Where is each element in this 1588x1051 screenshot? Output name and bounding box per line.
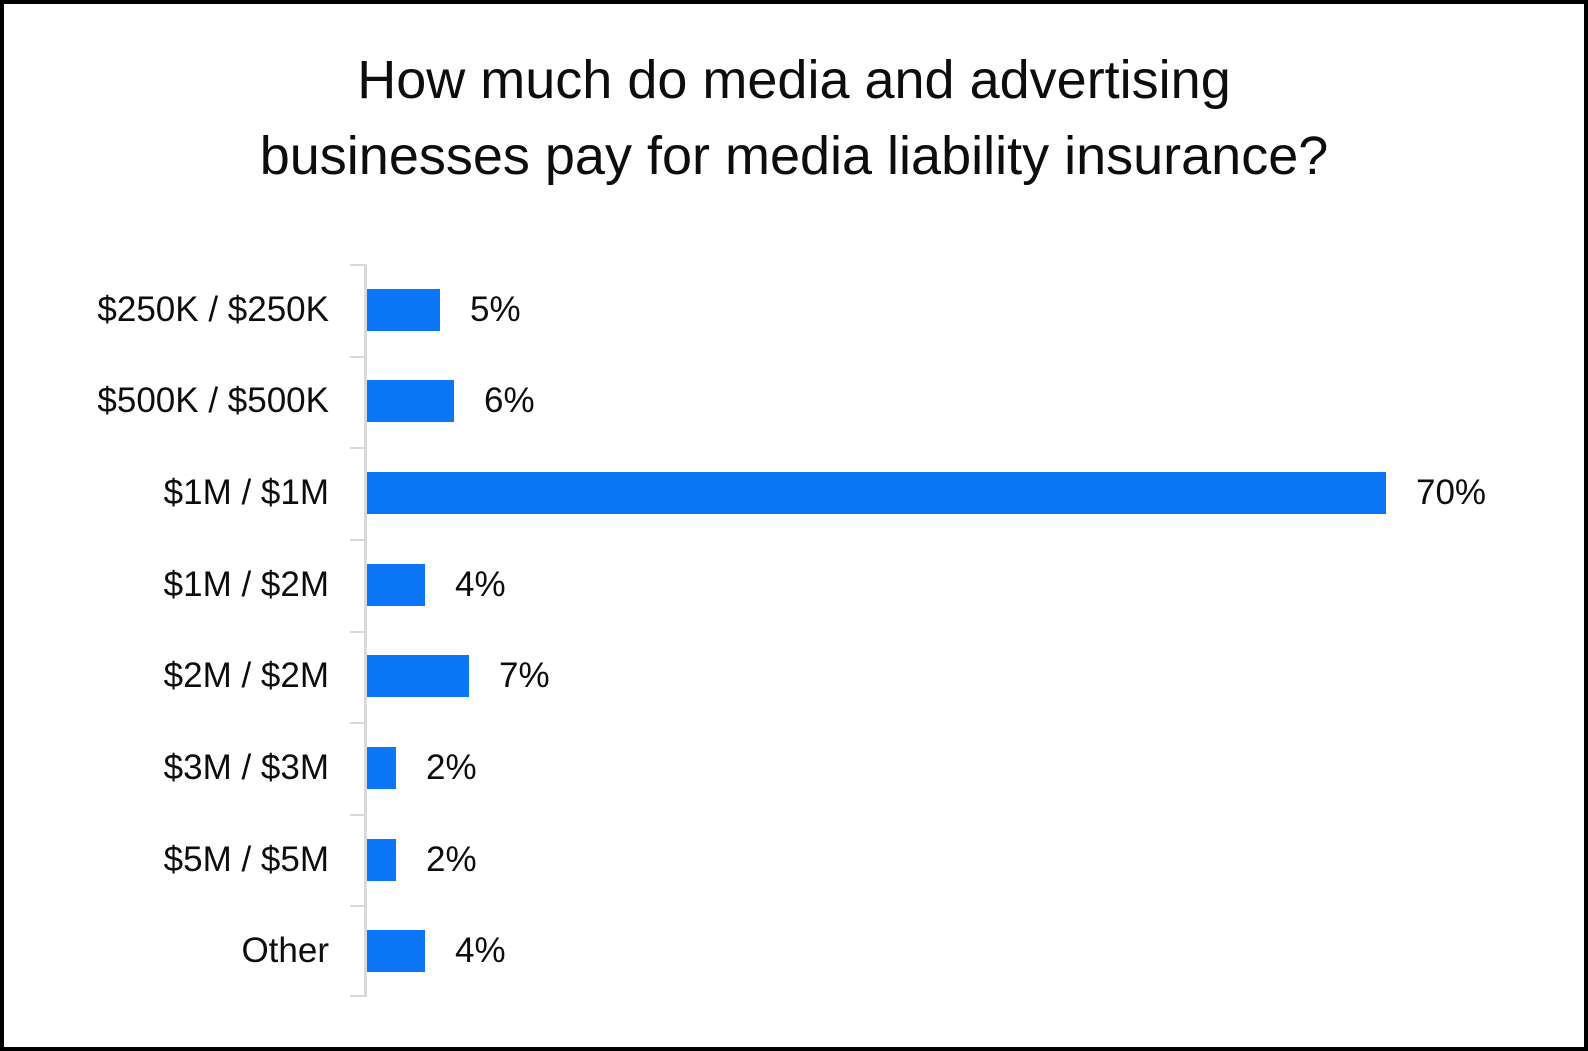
category-label: $3M / $3M [163,748,329,787]
bar [367,655,469,697]
bar [367,564,425,606]
y-axis-tick [350,814,367,816]
chart-title: How much do media and advertising busine… [4,42,1584,194]
value-label: 4% [455,565,506,604]
value-label: 2% [426,840,477,879]
y-axis-tick [350,264,367,266]
bar [367,380,454,422]
category-label: Other [241,931,329,970]
value-label: 2% [426,748,477,787]
y-axis-tick [350,447,367,449]
category-label: $5M / $5M [163,840,329,879]
value-label: 70% [1416,473,1487,512]
chart-title-line-2: businesses pay for media liability insur… [259,126,1329,186]
chart-title-line-1: How much do media and advertising [357,50,1231,110]
value-label: 6% [484,381,535,420]
bar [367,747,396,789]
bar [367,289,440,331]
y-axis-tick [350,356,367,358]
y-axis-tick [350,722,367,724]
bar [367,930,425,972]
bar [367,839,396,881]
value-label: 7% [499,656,550,695]
y-axis-line [364,264,367,997]
y-axis-tick [350,995,367,997]
y-axis-tick [350,539,367,541]
category-label: $500K / $500K [97,381,329,420]
value-label: 5% [470,290,521,329]
category-label: $250K / $250K [97,290,329,329]
bar [367,472,1386,514]
category-label: $1M / $2M [163,565,329,604]
plot-area: $250K / $250K 5% $500K / $500K 6% $1M / $1M 7… [4,264,1584,997]
category-label: $1M / $1M [163,473,329,512]
y-axis-tick [350,905,367,907]
category-label: $2M / $2M [163,656,329,695]
value-label: 4% [455,931,506,970]
y-axis-tick [350,631,367,633]
